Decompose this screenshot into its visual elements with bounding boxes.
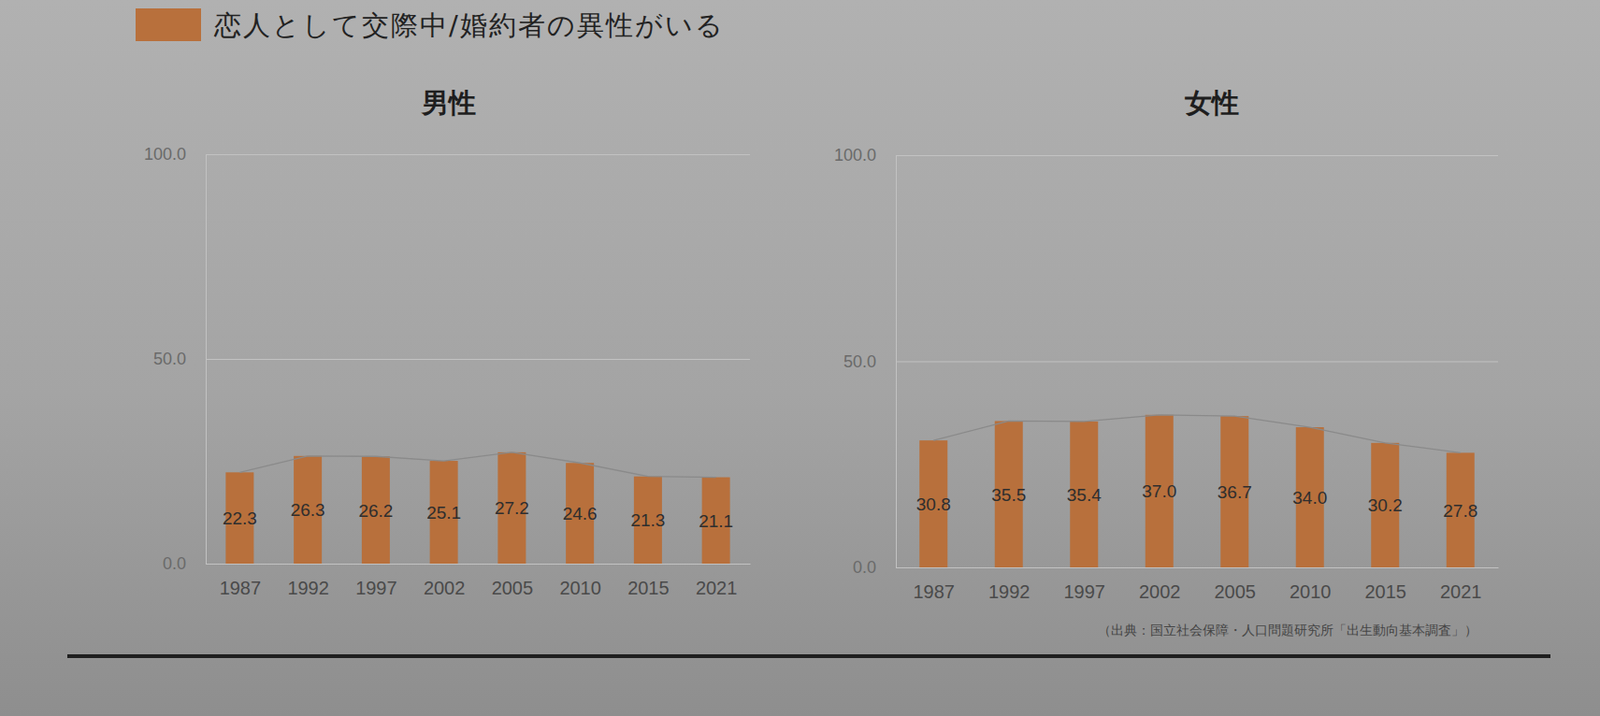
y-tick-label: 50.0 — [843, 352, 877, 372]
chart-title: 男性 — [420, 86, 476, 119]
x-tick: 2010 — [559, 577, 602, 599]
grid-line — [205, 359, 750, 361]
data-label: 26.3 — [290, 500, 326, 520]
legend-swatch — [135, 8, 202, 42]
data-label: 30.2 — [1368, 495, 1403, 516]
data-label: 35.5 — [991, 485, 1026, 505]
x-tick-label: 2015 — [1365, 581, 1408, 603]
x-tick-label: 2015 — [627, 577, 670, 599]
x-axis: 1987 1992 1997 2002 2005 2010 2015 2021 — [206, 564, 751, 600]
grid-line — [895, 155, 1499, 157]
x-tick-label: 1987 — [219, 577, 262, 599]
chart-title: 女性 — [1183, 86, 1240, 119]
x-tick: 1997 — [355, 577, 398, 599]
data-label: 27.8 — [1442, 501, 1478, 521]
grid-line — [895, 361, 1499, 363]
y-tick: 0.0 — [852, 558, 1499, 577]
legend-label: 恋人として交際中/婚約者の異性がいる — [213, 9, 725, 42]
x-tick-label: 2005 — [1214, 581, 1257, 603]
x-tick: 2005 — [1214, 581, 1257, 603]
connector-line — [933, 415, 1461, 454]
y-tick: 100.0 — [144, 144, 750, 164]
x-tick: 2005 — [491, 577, 534, 599]
separator — [67, 654, 1551, 659]
x-tick-label: 1992 — [287, 577, 330, 599]
data-label: 34.0 — [1292, 488, 1327, 508]
bar-series — [919, 415, 1475, 568]
data-label: 21.3 — [630, 510, 665, 531]
x-tick-label: 1992 — [988, 581, 1031, 603]
x-tick: 1987 — [219, 577, 262, 599]
y-tick-label: 100.0 — [834, 145, 877, 165]
data-label: 21.1 — [698, 511, 734, 532]
x-tick-label: 2002 — [423, 577, 466, 599]
x-axis-line — [206, 563, 751, 565]
x-tick: 2002 — [423, 577, 466, 599]
x-tick: 2015 — [627, 577, 670, 599]
y-tick-label: 100.0 — [144, 144, 187, 164]
x-tick-label: 1987 — [913, 581, 956, 603]
y-tick: 50.0 — [843, 352, 1499, 372]
panel: 男性 0.0 50.0 100.0 1987 1992 1997 2002 2005 2010 20… — [144, 86, 751, 599]
x-tick-label: 1997 — [1064, 581, 1107, 603]
x-tick-label: 2021 — [695, 577, 738, 599]
data-label: 30.8 — [916, 494, 952, 515]
grid-line — [895, 567, 1499, 569]
data-label: 27.2 — [494, 498, 530, 519]
y-tick-label: 0.0 — [162, 554, 187, 574]
y-axis: 0.0 50.0 100.0 — [144, 144, 750, 574]
x-tick: 1992 — [988, 581, 1031, 603]
x-tick-label: 1997 — [355, 577, 398, 599]
connector-line — [239, 452, 716, 478]
grid-line — [205, 563, 750, 565]
x-tick: 2021 — [695, 577, 738, 599]
data-label: 36.7 — [1217, 482, 1253, 503]
y-tick: 100.0 — [834, 145, 1499, 165]
panel: 女性 0.0 50.0 100.0 1987 1992 1997 2002 2005 2010 20… — [834, 86, 1500, 638]
data-label: 35.4 — [1066, 485, 1102, 505]
y-tick-label: 0.0 — [852, 558, 877, 577]
x-tick: 1987 — [913, 581, 956, 603]
data-label: 37.0 — [1141, 481, 1177, 502]
x-tick-label: 2005 — [491, 577, 534, 599]
x-tick: 1992 — [287, 577, 330, 599]
data-labels: 22.3 26.3 26.2 25.1 27.2 24.6 21.3 21.1 — [222, 498, 734, 531]
y-axis-line — [896, 156, 1500, 569]
chart-canvas: 男性 0.0 50.0 100.0 1987 1992 1997 2002 2005 2010 20… — [0, 0, 1600, 716]
y-axis: 0.0 50.0 100.0 — [834, 145, 1499, 577]
x-axis-line — [896, 567, 1500, 569]
data-label: 26.2 — [358, 501, 393, 521]
x-tick-label: 2021 — [1440, 581, 1483, 603]
x-tick: 2010 — [1289, 581, 1332, 603]
y-axis-line — [206, 155, 751, 565]
data-label: 25.1 — [426, 503, 462, 523]
grid-line — [205, 154, 750, 156]
y-tick: 50.0 — [153, 349, 750, 369]
data-labels: 30.8 35.5 35.4 37.0 36.7 34.0 30.2 27.8 — [916, 481, 1478, 520]
x-tick: 2015 — [1365, 581, 1408, 603]
x-tick-label: 2010 — [1289, 581, 1332, 603]
bar-series — [225, 452, 730, 564]
y-tick-label: 50.0 — [153, 349, 187, 369]
x-tick: 2002 — [1138, 581, 1182, 603]
x-tick: 2021 — [1440, 581, 1483, 603]
data-label: 22.3 — [222, 508, 258, 529]
legend: 恋人として交際中/婚約者の異性がいる — [135, 8, 725, 42]
x-tick: 1997 — [1064, 581, 1107, 603]
x-tick-label: 2010 — [559, 577, 602, 599]
data-label: 24.6 — [562, 504, 598, 524]
x-tick-label: 2002 — [1138, 581, 1182, 603]
x-axis: 1987 1992 1997 2002 2005 2010 2015 2021 — [896, 568, 1500, 604]
source-note: （出典：国立社会保障・人口問題研究所「出生動向基本調査」） — [1097, 622, 1478, 638]
